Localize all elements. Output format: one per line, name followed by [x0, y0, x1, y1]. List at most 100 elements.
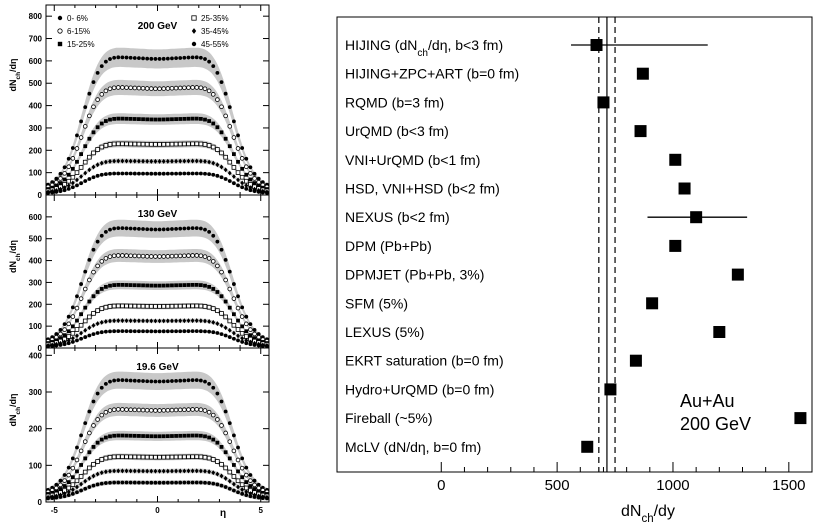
data-point: [141, 468, 145, 474]
data-point: [210, 306, 216, 311]
data-point: [82, 439, 88, 444]
data-point: [153, 158, 158, 164]
data-point: [215, 290, 220, 294]
data-point: [153, 227, 158, 232]
data-point: [99, 144, 105, 150]
data-point: [46, 190, 50, 195]
data-point: [182, 85, 187, 91]
data-point: [256, 485, 261, 491]
data-point: [186, 468, 191, 474]
data-point: [191, 41, 197, 47]
data-point: [231, 152, 236, 156]
data-point: [223, 430, 228, 436]
data-point: [240, 166, 245, 171]
data-point: [66, 489, 71, 495]
data-point: [120, 378, 125, 383]
data-point: [128, 329, 133, 334]
data-point: [99, 306, 105, 311]
data-point: [83, 486, 88, 491]
data-point: [50, 190, 55, 195]
data-point: [75, 445, 79, 450]
data-point: [46, 496, 50, 501]
data-point: [170, 329, 174, 334]
data-point: [190, 226, 195, 231]
data-point: [153, 408, 158, 413]
data-point: [202, 304, 208, 309]
data-point: [95, 308, 100, 313]
data-point: [91, 483, 96, 488]
data-point: [103, 119, 108, 123]
data-point: [244, 489, 249, 495]
data-point: [124, 141, 129, 147]
y-tick-label: 800: [29, 12, 43, 21]
data-point: [95, 482, 100, 487]
data-point: [227, 305, 232, 310]
data-point: [161, 408, 166, 413]
data-point: [236, 490, 240, 495]
data-point: [128, 283, 133, 287]
data-point: [58, 343, 63, 347]
data-point: [243, 472, 249, 478]
data-point: [215, 97, 220, 102]
chart-panel-1: [45, 194, 270, 349]
data-point: [231, 119, 236, 124]
annotation-line-2: 200 GeV: [680, 414, 751, 434]
data-point: [149, 468, 154, 474]
data-point: [120, 141, 125, 147]
data-point: [115, 303, 121, 309]
data-point: [211, 64, 216, 69]
data-point: [87, 314, 92, 320]
y-tick-label: 300: [29, 278, 43, 287]
data-point: [149, 434, 154, 439]
data-point: [124, 318, 129, 324]
data-point: [240, 180, 245, 186]
data-point: [149, 480, 154, 485]
data-point: [182, 55, 187, 60]
data-point: [83, 144, 88, 149]
data-point: [169, 303, 175, 309]
data-point: [57, 15, 63, 21]
data-point: [223, 277, 228, 283]
data-point: [83, 421, 88, 426]
data-point: [91, 322, 96, 328]
data-point: [87, 325, 92, 331]
data-point: [99, 287, 104, 291]
data-point: [140, 141, 146, 147]
y-axis-label: dNch/dη: [8, 58, 22, 91]
data-point: [219, 311, 224, 316]
data-point: [116, 226, 121, 231]
data-point: [182, 253, 187, 259]
data-point: [91, 462, 96, 467]
data-point: [248, 171, 253, 176]
data-point: [66, 156, 71, 161]
data-point: [231, 330, 236, 336]
data-point: [124, 158, 129, 164]
data-point: [132, 407, 138, 413]
data-point: [243, 485, 249, 491]
data-point: [165, 254, 171, 259]
data-point: [144, 407, 150, 413]
data-point: [203, 379, 207, 384]
data-point: [75, 183, 79, 188]
data-point: [157, 480, 162, 485]
data-point: [190, 318, 195, 324]
legend-entry: 45-55%: [201, 40, 229, 49]
data-point: [207, 435, 212, 440]
data-point: [120, 454, 125, 460]
data-point: [149, 304, 154, 309]
data-point: [194, 158, 199, 164]
y-tick-label: 100: [29, 322, 43, 331]
data-point: [244, 480, 249, 485]
data-point: [132, 85, 138, 91]
data-point: [219, 269, 224, 275]
data-point: [54, 176, 59, 181]
data-point: [116, 480, 121, 485]
data-point: [99, 412, 105, 418]
data-point: [186, 171, 191, 176]
data-point: [161, 454, 166, 460]
data-point: [161, 227, 166, 232]
data-point: [62, 188, 67, 193]
data-point: [103, 455, 109, 461]
data-point: [70, 331, 76, 336]
data-point: [198, 480, 203, 485]
